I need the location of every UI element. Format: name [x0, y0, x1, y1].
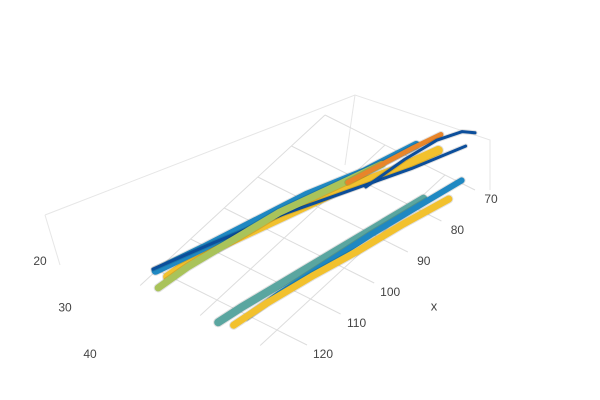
- x-tick-label: 110: [347, 316, 366, 330]
- stream-tube: [154, 160, 386, 292]
- x-tick-label: 80: [451, 223, 465, 237]
- y-tick-label: 40: [83, 347, 97, 361]
- grid-line: [156, 269, 308, 346]
- stream-tube: [364, 130, 477, 189]
- stream-tube: [230, 195, 453, 329]
- x-tick-label: 90: [417, 254, 431, 268]
- box-edge: [44, 94, 356, 266]
- stream-tube: [345, 132, 444, 185]
- box-edge: [44, 94, 491, 216]
- grid-line: [139, 114, 326, 286]
- y-tick-label: 20: [33, 254, 47, 268]
- stream-tube: [214, 194, 428, 327]
- x-tick-label: 100: [380, 285, 400, 299]
- x-tick-label: 120: [313, 347, 333, 361]
- stream-tube: [163, 145, 443, 282]
- x-axis-title: x: [431, 298, 438, 313]
- stream-tube: [151, 144, 468, 271]
- x-tick-label: 70: [484, 192, 498, 206]
- back-walls: [44, 94, 491, 266]
- y-tick-label: 30: [58, 301, 72, 315]
